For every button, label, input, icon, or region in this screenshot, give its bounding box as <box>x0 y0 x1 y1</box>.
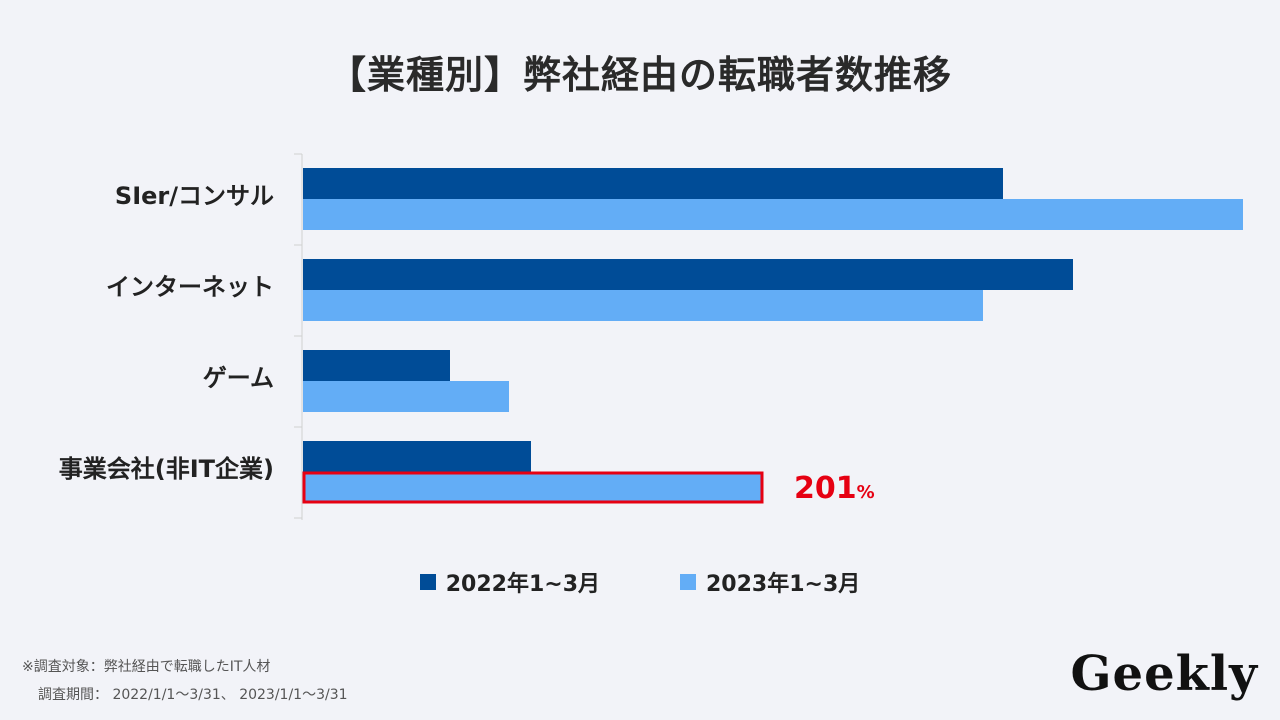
bar-2023 <box>303 199 1243 230</box>
bar-2023 <box>303 290 983 321</box>
survey-target-note: ※調査対象：弊社経由で転職したIT人材 <box>22 659 271 675</box>
legend-item-2023: 2023年1~3月 <box>680 566 860 598</box>
category-label: 事業会社(非IT企業) <box>59 455 274 483</box>
survey-period-note: 調査期間： 2022/1/1～3/31、 2023/1/1～3/31 <box>38 687 348 703</box>
highlight-box <box>302 471 764 504</box>
bar-2022 <box>303 259 1073 290</box>
legend-label-2023: 2023年1~3月 <box>706 572 861 597</box>
bar-2023 <box>303 472 763 503</box>
bar-2023 <box>303 381 509 412</box>
bar-2022 <box>303 168 1003 199</box>
growth-annotation: 201% <box>794 471 875 506</box>
legend-item-2022: 2022年1~3月 <box>419 566 600 598</box>
legend-swatch-2023 <box>680 574 696 590</box>
legend-swatch-2022 <box>419 574 436 590</box>
chart-legend: 2022年1~3月 2023年1~3月 <box>0 566 1280 598</box>
category-label: SIer/コンサル <box>115 182 274 210</box>
geekly-logo: Geekly <box>1070 646 1258 702</box>
category-label: インターネット <box>106 273 274 301</box>
category-label: ゲーム <box>203 364 274 392</box>
bar-2022 <box>303 350 450 381</box>
chart-title: 【業種別】弊社経由の転職者数推移 <box>327 53 952 97</box>
legend-label-2022: 2022年1~3月 <box>445 572 600 597</box>
bar-2022 <box>303 441 531 472</box>
